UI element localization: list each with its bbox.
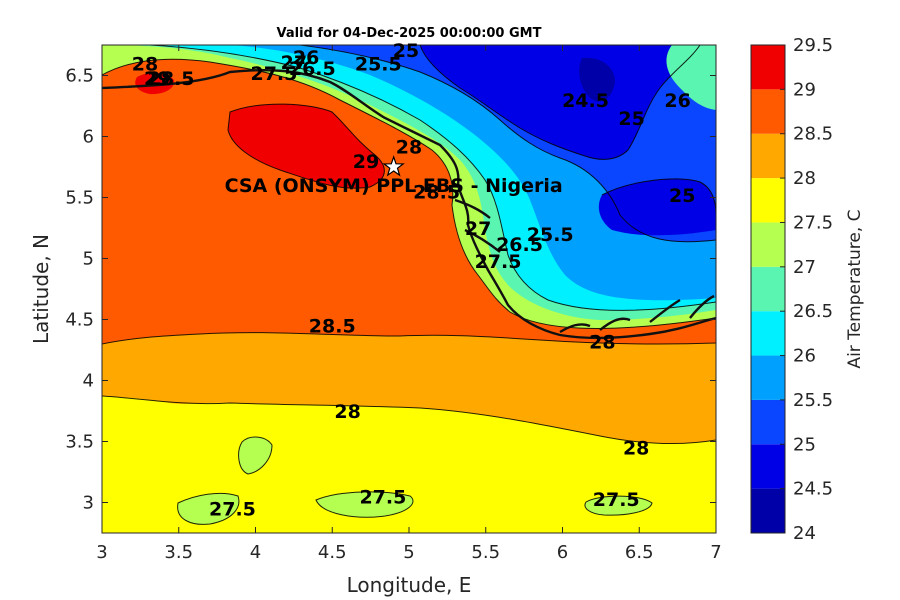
x-tick-label: 4.5 (318, 542, 347, 563)
coastline (102, 68, 716, 340)
colorbar-tick-label: 25.5 (793, 390, 833, 411)
contour-label: 27.5 (250, 63, 297, 85)
colorbar-tick-label: 25 (793, 434, 816, 455)
contour-label: 25 (618, 108, 644, 130)
colorbar-label: Air Temperature, C (845, 209, 865, 368)
y-tick-label: 3.5 (65, 432, 94, 453)
colorbar-frame (750, 44, 786, 534)
contour-label: 28.5 (148, 68, 195, 90)
contour-label: 28 (589, 331, 615, 353)
contour-label: 26 (664, 90, 690, 112)
colorbar-swatch (751, 444, 785, 489)
y-tick-label: 3 (83, 493, 94, 514)
contour-label: 26 (293, 47, 319, 69)
colorbar: 24 24.5 25 25.5 26 26.5 27 27.5 28 28.5 29 29.5 (750, 35, 833, 544)
plot-area (102, 45, 716, 533)
colorbar-tick-label: 26 (793, 346, 816, 367)
contour-label: 25.5 (527, 224, 574, 246)
site-star-icon (382, 155, 405, 177)
x-axis-label: Longitude, E (347, 573, 472, 597)
contour-label: 25 (393, 40, 419, 62)
colorbar-tick-label: 27.5 (793, 212, 833, 233)
colorbar-swatch (751, 45, 785, 90)
contour-label: 29 (144, 68, 170, 90)
colorbar-tick-label: 24.5 (793, 479, 833, 500)
y-tick-label: 5 (83, 249, 94, 270)
contour-label: 26.5 (496, 234, 543, 256)
contour-label: 24.5 (562, 90, 609, 112)
y-tick-label: 4 (83, 371, 94, 392)
y-tick-label: 6.5 (65, 66, 94, 87)
colorbar-swatch (751, 222, 785, 267)
contour-label: 28 (132, 53, 158, 75)
colorbar-tick-label: 29 (793, 79, 816, 100)
colorbar-swatch (751, 355, 785, 400)
colorbar-swatch (751, 89, 785, 134)
x-tick-label: 5 (403, 542, 414, 563)
colorbar-swatch (751, 178, 785, 223)
contour-label: 26.5 (289, 58, 336, 80)
site-marker: CSA (ONSYM) PPL EBS - Nigeria (225, 155, 563, 197)
x-axis: 3 3.5 4 4.5 5 5.5 6 6.5 7 (96, 45, 722, 563)
colorbar-swatch (751, 311, 785, 356)
colorbar-tick-label: 27 (793, 257, 816, 278)
x-tick-label: 6 (557, 542, 568, 563)
colorbar-swatch (751, 266, 785, 312)
band-27-27.5-patch-center (316, 491, 413, 518)
y-tick-label: 6 (83, 127, 94, 148)
colorbar-tick-label: 28 (793, 168, 816, 189)
x-tick-label: 6.5 (625, 542, 654, 563)
contour-label: 27.5 (209, 499, 256, 521)
chart-title: Valid for 04-Dec-2025 00:00:00 GMT (277, 26, 542, 41)
band-25.5-26-east-edge (666, 45, 716, 110)
x-tick-label: 4 (250, 542, 261, 563)
x-tick-label: 5.5 (471, 542, 500, 563)
colorbar-swatch (751, 399, 785, 445)
contour-label: 28 (396, 136, 422, 158)
site-label: CSA (ONSYM) PPL EBS - Nigeria (225, 175, 563, 197)
contour-label: 28.5 (309, 316, 356, 338)
colorbar-swatch (751, 133, 785, 179)
colorbar-tick-label: 24 (793, 523, 816, 544)
contour-label: 28 (623, 438, 649, 460)
contour-label: 25 (669, 185, 695, 207)
contour-label: 27 (281, 52, 307, 74)
contour-label: 28 (334, 401, 360, 423)
band-27-27.5-patch-east (584, 496, 652, 516)
colorbar-tick-label: 26.5 (793, 301, 833, 322)
contour-label: 27.5 (475, 251, 522, 273)
y-tick-label: 5.5 (65, 188, 94, 209)
contour-label: 29 (353, 151, 379, 173)
band-29-29.5-coast (135, 72, 175, 95)
band-24-24.5 (579, 57, 615, 102)
y-axis: 3 3.5 4 4.5 5 5.5 6 6.5 (65, 66, 716, 514)
x-tick-label: 7 (710, 542, 721, 563)
band-29-29.5-main (228, 104, 385, 189)
x-tick-label: 3 (96, 542, 107, 563)
contour-label: 25.5 (355, 53, 402, 75)
x-tick-label: 3.5 (164, 542, 193, 563)
y-axis-label: Latitude, N (29, 234, 53, 344)
contour-label: 28.5 (413, 181, 460, 203)
contour-label: 27 (465, 218, 491, 240)
y-tick-label: 4.5 (65, 310, 94, 331)
band-24.5-25-east (598, 178, 716, 236)
band-24.5-25-north (420, 45, 700, 160)
contour-label: 27.5 (593, 489, 640, 511)
contour-label: 27.5 (359, 486, 406, 508)
colorbar-tick-label: 29.5 (793, 35, 833, 56)
colorbar-swatch (751, 488, 785, 533)
band-27-27.5-patch-west (177, 493, 239, 525)
colorbar-tick-label: 28.5 (793, 124, 833, 145)
